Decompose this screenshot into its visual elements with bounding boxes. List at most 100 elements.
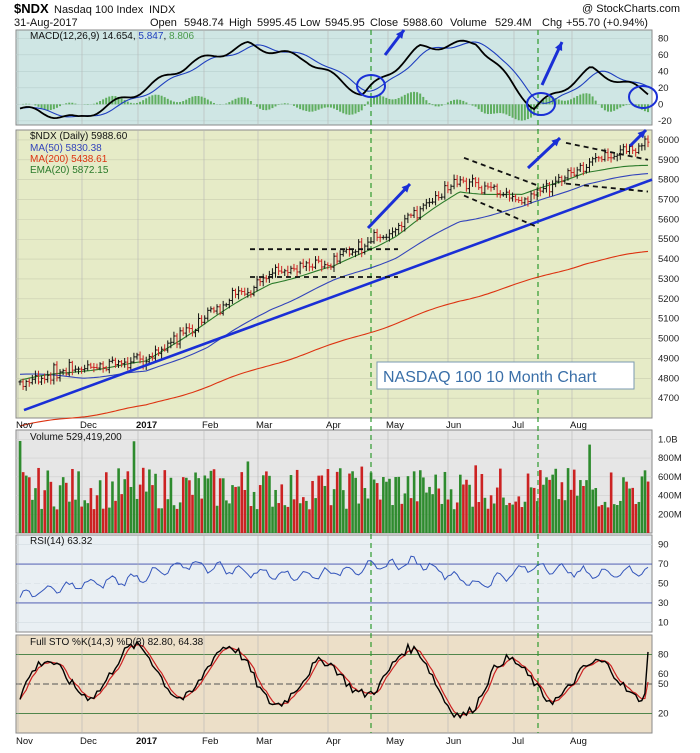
macd-y-tick: 40 <box>658 66 669 77</box>
volume-bar <box>545 477 548 533</box>
volume-bar <box>489 495 493 533</box>
volume-bar <box>465 479 468 533</box>
rsi-y-tick: 70 <box>658 559 669 570</box>
volume-bar <box>640 476 644 533</box>
volume-bar <box>151 485 154 533</box>
volume-bar <box>363 488 367 533</box>
volume-bar <box>83 500 87 533</box>
price-y-tick: 4700 <box>658 393 679 404</box>
volume-bar <box>295 469 299 533</box>
volume-bar <box>215 505 219 533</box>
volume-bar <box>471 506 474 533</box>
x-tick-top: 2017 <box>136 420 157 431</box>
volume-bar <box>483 497 487 533</box>
volume-bar <box>646 481 650 533</box>
ma50-legend: MA(50) 5830.38 <box>30 143 102 154</box>
symbol-label: $NDX <box>14 1 49 16</box>
volume-bar <box>434 474 437 533</box>
chg-label: Chg <box>542 17 562 29</box>
volume-bar <box>255 509 259 533</box>
volume-bar <box>422 477 425 533</box>
ma200-legend: MA(200) 5438.61 <box>30 154 108 165</box>
volume-bar <box>185 477 188 533</box>
volume-bar <box>391 505 394 533</box>
volume-bar <box>609 472 613 533</box>
volume-bar <box>372 479 376 533</box>
high-value: 5995.45 <box>257 17 297 29</box>
volume-bar <box>539 470 542 533</box>
volume-bar <box>249 506 253 533</box>
volume-bar <box>108 507 111 533</box>
volume-bar <box>366 498 370 533</box>
price-y-tick: 5500 <box>658 234 679 245</box>
macd-crossover-circle <box>356 74 386 98</box>
close-value: 5988.60 <box>403 17 443 29</box>
volume-bar <box>591 489 594 533</box>
volume-bar <box>302 497 305 533</box>
volume-bar <box>622 477 625 533</box>
macd-crossover-circle <box>628 85 658 109</box>
volume-bar <box>197 478 200 533</box>
volume-bar <box>397 476 401 533</box>
sto-title: Full STO %K(14,3) %D(3) 82.80, 64.38 <box>30 637 204 648</box>
volume-bar <box>603 501 607 533</box>
volume-bar <box>129 486 133 533</box>
volume-bar <box>631 487 635 533</box>
volume-bar <box>637 501 641 533</box>
low-label: Low <box>300 17 320 29</box>
breakout-arrow-1-head <box>401 184 410 193</box>
volume-bar <box>520 507 524 533</box>
sto-y-tick: 20 <box>658 708 669 719</box>
volume-bar <box>551 474 554 533</box>
volume-bar <box>228 503 231 533</box>
price-title: $NDX (Daily) 5988.60 <box>30 131 128 142</box>
volume-bar <box>200 498 204 533</box>
volume-bar <box>280 484 284 533</box>
volume-bar <box>55 509 59 533</box>
volume-bar <box>480 474 484 533</box>
volume-bar <box>517 496 521 533</box>
close-label: Close <box>370 17 398 29</box>
volume-bar <box>440 503 444 533</box>
volume-bar <box>579 480 582 533</box>
volume-bar <box>120 494 123 533</box>
rsi-y-tick: 30 <box>658 598 669 609</box>
price-y-tick: 5800 <box>658 175 679 186</box>
volume-bar <box>71 468 74 533</box>
volume-bar <box>403 493 407 533</box>
volume-bar <box>135 498 139 533</box>
volume-bar <box>271 506 274 533</box>
volume-bar <box>338 468 342 533</box>
chg-value: +55.70 (+0.94%) <box>566 17 648 29</box>
price-y-tick: 5900 <box>658 155 679 166</box>
sto-y-tick: 80 <box>658 650 669 661</box>
ohlc-readout: Open 5948.74 High 5995.45 Low 5945.95 Cl… <box>150 17 648 29</box>
macd-title: MACD(12,26,9) 14.654, 5.847, 8.806 <box>30 31 194 42</box>
price-y-tick: 5100 <box>658 314 679 325</box>
volume-bar <box>145 491 148 533</box>
rsi-y-tick: 10 <box>658 617 669 628</box>
volume-bar <box>246 461 250 533</box>
volume-bar <box>499 468 502 533</box>
volume-bar <box>191 494 194 533</box>
copyright-label: @ StockCharts.com <box>582 3 680 15</box>
volume-bar <box>335 471 339 533</box>
flag2-bottom <box>565 182 649 193</box>
volume-bar <box>526 473 530 533</box>
volume-bar <box>212 469 216 533</box>
volume-bar <box>388 478 391 533</box>
volume-bar <box>283 505 287 533</box>
x-tick-bottom: 2017 <box>136 736 157 747</box>
volume-bar <box>431 494 434 533</box>
volume-bar <box>98 480 102 533</box>
volume-label: Volume <box>450 17 487 29</box>
rsi-y-tick: 50 <box>658 579 669 590</box>
volume-bar <box>240 472 244 533</box>
macd-y-tick: 20 <box>658 83 669 94</box>
volume-bar <box>317 475 321 533</box>
volume-bar <box>292 499 296 533</box>
open-label: Open <box>150 17 177 29</box>
volume-bar <box>43 490 47 533</box>
sto-k-line <box>19 640 649 720</box>
